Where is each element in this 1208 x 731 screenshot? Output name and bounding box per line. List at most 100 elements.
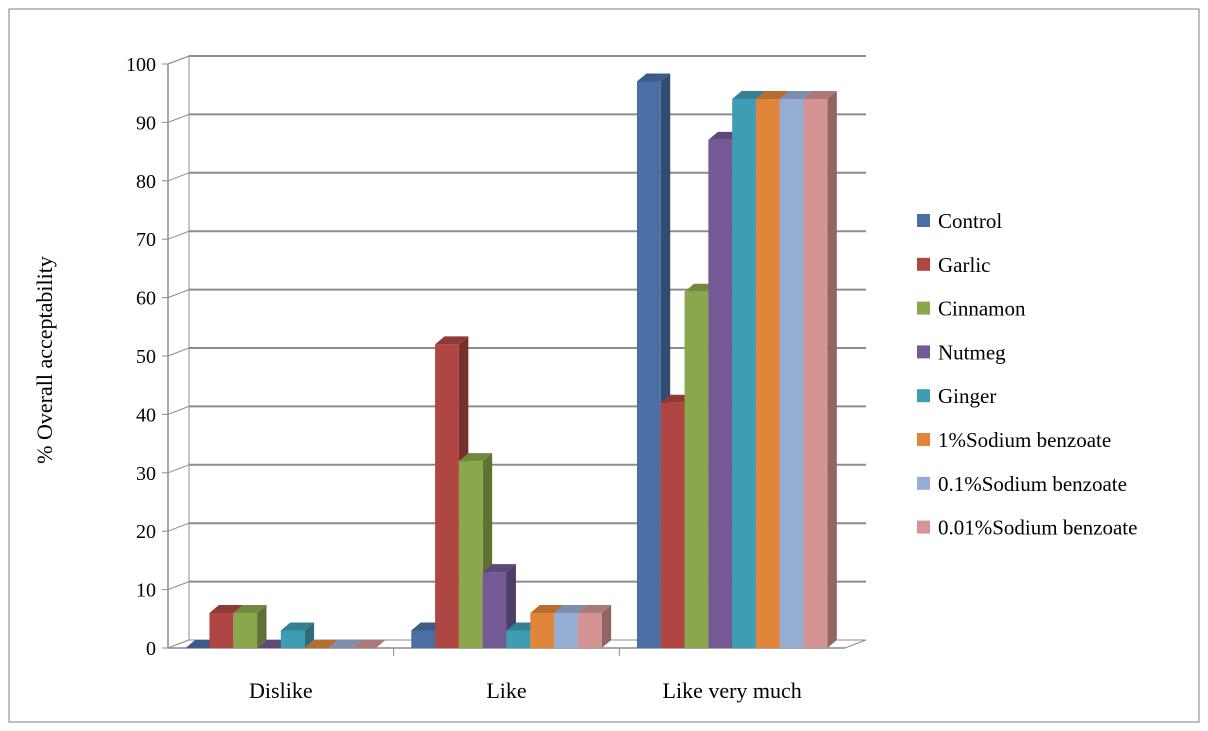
legend: Control Garlic Cinnamon Nutmeg Ginger 1%Sodiu…: [917, 209, 1137, 540]
bar-top: [636, 73, 671, 82]
y-tick-label: 40: [136, 404, 156, 426]
bar: [304, 640, 338, 648]
gridline-depth: [167, 522, 190, 532]
bar-top: [755, 91, 790, 100]
legend-item: 0.01%Sodium benzoate: [917, 516, 1137, 540]
gridline-depth: [167, 289, 190, 299]
bar-front: [435, 344, 459, 648]
x-category-label: Like: [486, 678, 526, 703]
legend-item: Control: [917, 209, 1002, 233]
bar: [577, 604, 612, 648]
gridline-depth: [167, 113, 190, 123]
legend-item: Nutmeg: [917, 340, 1006, 364]
bar-top: [554, 604, 588, 613]
gridline-depth: [167, 230, 190, 240]
bar-front: [554, 612, 578, 648]
bar-front: [233, 612, 258, 648]
legend-swatch: [917, 476, 930, 490]
bar: [803, 91, 837, 649]
legend-label: Ginger: [938, 384, 996, 408]
legend-item: 0.1%Sodium benzoate: [917, 472, 1127, 496]
y-tick-label: 0: [146, 638, 156, 660]
gridline-depth: [167, 464, 190, 474]
legend-label: Garlic: [938, 253, 990, 277]
bar-front: [209, 612, 234, 648]
gridline-depth: [167, 55, 190, 65]
bar-front: [732, 99, 756, 649]
legend-swatch: [917, 214, 930, 227]
legend-label: 1%Sodium benzoate: [938, 428, 1111, 452]
bar-front: [577, 612, 602, 648]
bar-side: [827, 91, 837, 649]
bar-side: [257, 604, 267, 648]
gridline-depth: [167, 172, 190, 182]
bar-front: [755, 99, 780, 649]
legend-item: 1%Sodium benzoate: [917, 428, 1111, 452]
x-category-label: Dislike: [249, 678, 313, 703]
y-tick-label: 20: [136, 521, 156, 543]
bar: [280, 622, 315, 648]
legend-label: Control: [938, 209, 1002, 233]
y-tick-label: 60: [136, 288, 156, 310]
legend-item: Garlic: [917, 253, 990, 277]
bar-top: [352, 640, 386, 648]
y-tick-label: 30: [136, 463, 156, 485]
bar-front: [530, 612, 555, 648]
legend-label: Cinnamon: [938, 297, 1026, 321]
bar-top: [530, 604, 564, 613]
legend-swatch: [917, 520, 930, 534]
bar-top: [209, 604, 243, 613]
y-axis-label: % Overall acceptability: [32, 256, 57, 464]
bar-top: [435, 336, 469, 345]
bar-side: [304, 622, 315, 648]
bar-front: [779, 99, 804, 649]
bar-front: [506, 630, 531, 648]
y-tick-label: 90: [136, 112, 156, 134]
legend-swatch: [917, 345, 930, 359]
legend-swatch: [917, 389, 930, 403]
bar-top: [732, 91, 766, 100]
y-tick-label: 100: [126, 54, 156, 76]
legend-swatch: [917, 257, 930, 271]
y-tick-label: 50: [136, 346, 156, 368]
bar-top: [304, 640, 338, 648]
bar-front: [660, 402, 685, 648]
legend-label: 0.1%Sodium benzoate: [938, 472, 1127, 496]
gridline-depth: [167, 405, 190, 415]
legend-item: Ginger: [917, 384, 996, 408]
bar-top: [577, 604, 612, 613]
bar-top: [233, 604, 267, 613]
bar-front: [708, 139, 733, 649]
bar-top: [458, 453, 493, 462]
y-tick-label: 10: [136, 580, 156, 602]
bar-top: [328, 640, 362, 648]
y-tick-labels: 0 10 20 30 40 50 60 70 80 90 100: [126, 54, 156, 660]
gridline-depth: [167, 581, 190, 591]
bars: [185, 73, 837, 649]
bar-top: [779, 91, 814, 100]
legend-label: 0.01%Sodium benzoate: [938, 516, 1137, 540]
y-tick-label: 70: [136, 229, 156, 251]
bar-top: [280, 622, 315, 631]
bar-front: [280, 630, 305, 648]
bar-front: [684, 291, 709, 648]
bar-top: [482, 564, 516, 573]
x-category-labels: Dislike Like Like very much: [249, 678, 802, 703]
bar: [352, 640, 386, 648]
bar-top: [803, 91, 837, 100]
legend-item: Cinnamon: [917, 297, 1026, 321]
bar-side: [601, 604, 612, 648]
bar-front: [458, 461, 483, 648]
bar: [482, 564, 516, 648]
bar-front: [636, 81, 661, 648]
bar-front: [482, 572, 507, 648]
bar: [328, 640, 362, 648]
x-category-label: Like very much: [663, 678, 802, 703]
chart-border: [8, 8, 1200, 723]
legend-swatch: [917, 301, 930, 315]
bar-front: [803, 99, 828, 649]
y-tick-label: 80: [136, 171, 156, 193]
bar: [233, 604, 267, 648]
legend-label: Nutmeg: [938, 340, 1006, 364]
